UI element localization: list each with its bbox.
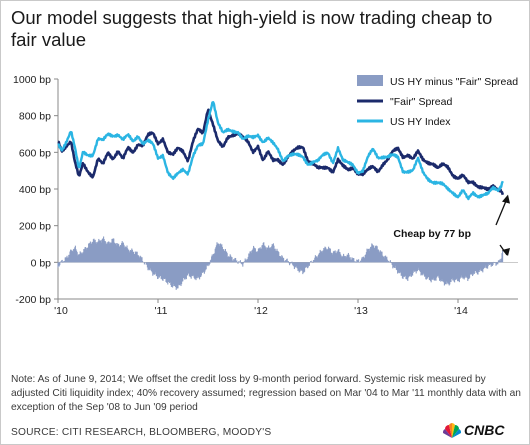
legend-label: "Fair" Spread — [390, 96, 452, 108]
x-tick-label: '12 — [254, 305, 268, 317]
y-tick-label: 600 bp — [19, 147, 51, 159]
cnbc-logo: CNBC — [442, 422, 524, 440]
x-tick-label: '13 — [354, 305, 368, 317]
x-tick-label: '11 — [155, 305, 168, 317]
chart-source: SOURCE: CITI RESEARCH, BLOOMBERG, MOODY'… — [11, 427, 272, 438]
chart-plot: 1000 bp 800 bp 600 bp 400 bp 200 bp 0 bp -200 … — [13, 74, 518, 317]
y-tick-label: -200 bp — [15, 294, 51, 306]
y-tick-label: 400 bp — [19, 184, 51, 196]
y-tick-label: 200 bp — [19, 221, 51, 233]
legend-swatch-area — [357, 75, 383, 86]
us-hy-index-line — [57, 101, 504, 201]
y-tick-label: 1000 bp — [13, 74, 51, 86]
y-tick-label: 800 bp — [19, 111, 51, 123]
chart-annotation-group: Cheap by 77 bp — [393, 194, 510, 256]
annotation-arrowhead-2 — [502, 248, 510, 256]
chart-title: Our model suggests that high-yield is no… — [11, 7, 493, 50]
peacock-icon — [442, 423, 462, 438]
chart-note: Note: As of June 9, 2014; We offset the … — [11, 374, 521, 413]
legend-label: US HY Index — [390, 116, 451, 128]
annotation-arrow — [495, 198, 508, 226]
y-tick-label: 0 bp — [31, 257, 52, 269]
cnbc-logo-text: CNBC — [464, 422, 505, 438]
annotation-text: Cheap by 77 bp — [393, 228, 471, 240]
x-tick-label: '14 — [454, 305, 468, 317]
legend-label: US HY minus "Fair" Spread — [390, 76, 518, 88]
x-tick-label: '10 — [54, 305, 68, 317]
fair-spread-line — [57, 108, 505, 196]
chart-legend: US HY minus "Fair" Spread "Fair" Spread US… — [357, 75, 518, 128]
annotation-arrowhead — [502, 194, 510, 204]
